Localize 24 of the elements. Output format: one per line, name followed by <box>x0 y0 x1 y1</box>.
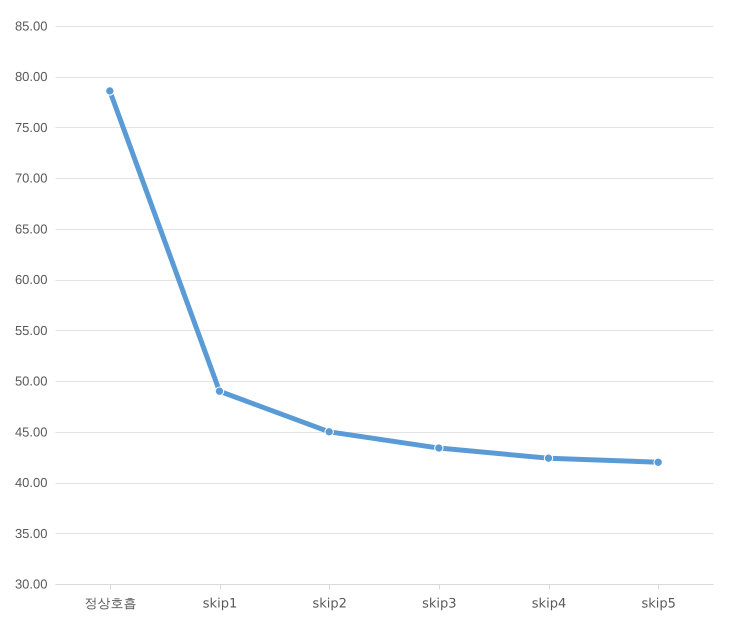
x-tick-label: skip5 <box>641 596 676 612</box>
x-tick-label: 정상호흡 <box>84 596 136 612</box>
point <box>324 427 334 436</box>
y-tick-label: 85.00 <box>14 18 48 34</box>
point <box>544 454 554 463</box>
point <box>653 458 663 467</box>
y-tick-label: 80.00 <box>14 69 48 84</box>
y-tick-label: 40.00 <box>14 475 48 490</box>
y-tick-label: 30.00 <box>14 576 48 592</box>
y-tick-label: 60.00 <box>14 272 48 288</box>
point <box>105 86 115 96</box>
y-tick-label: 50.00 <box>14 374 48 389</box>
x-tick-label: skip3 <box>422 596 457 612</box>
y-tick-label: 45.00 <box>14 424 48 440</box>
x-tick-label: skip2 <box>312 596 347 612</box>
y-tick-label: 65.00 <box>14 221 48 236</box>
point <box>214 386 224 396</box>
y-tick-label: 70.00 <box>14 170 48 186</box>
point <box>434 443 444 453</box>
x-tick-label: skip4 <box>532 596 566 612</box>
y-tick-label: 55.00 <box>14 322 48 338</box>
y-tick-label: 75.00 <box>14 120 48 135</box>
x-tick-label: skip1 <box>202 596 238 612</box>
y-tick-label: 35.00 <box>14 526 48 541</box>
